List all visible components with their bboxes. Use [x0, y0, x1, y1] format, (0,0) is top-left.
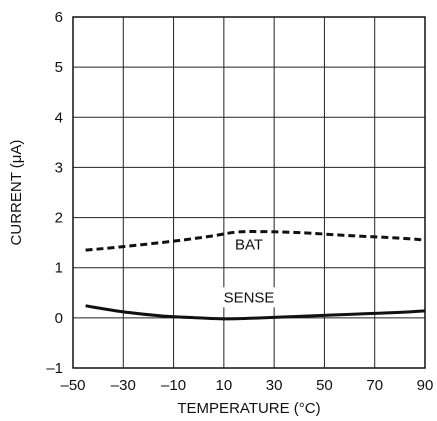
- x-tick-label: 30: [266, 377, 283, 394]
- series-line-bat: [85, 230, 426, 252]
- y-tick-label: 3: [55, 159, 63, 176]
- x-tick-label: 10: [216, 377, 233, 394]
- series-lines: [85, 230, 426, 321]
- series-label-sense: SENSE: [224, 289, 275, 306]
- series-line-sense: [85, 304, 426, 321]
- series-label-bg: [230, 234, 268, 255]
- grid: [72, 16, 426, 369]
- x-tick-label: 90: [417, 377, 434, 394]
- x-tick-label: –10: [161, 377, 186, 394]
- x-axis-title: TEMPERATURE (°C): [177, 400, 320, 417]
- x-tick-label: –30: [111, 377, 136, 394]
- y-tick-label: –1: [46, 360, 63, 377]
- series-label-bat: BAT: [235, 237, 263, 254]
- series-labels: BAT SENSE: [221, 234, 277, 308]
- series-label-bg: [221, 287, 277, 308]
- x-tick-label: 70: [366, 377, 383, 394]
- y-tick-label: 4: [55, 109, 63, 126]
- y-tick-label: 5: [55, 59, 63, 76]
- x-tick-label: –50: [60, 377, 85, 394]
- y-axis-title: CURRENT (μA): [8, 140, 25, 246]
- plot-frame: [72, 16, 426, 369]
- x-tick-label: 50: [316, 377, 333, 394]
- y-tick-label: 6: [55, 9, 63, 26]
- y-tick-label: 2: [55, 210, 63, 227]
- y-tick-label: 0: [55, 310, 63, 327]
- y-tick-label: 1: [55, 260, 63, 277]
